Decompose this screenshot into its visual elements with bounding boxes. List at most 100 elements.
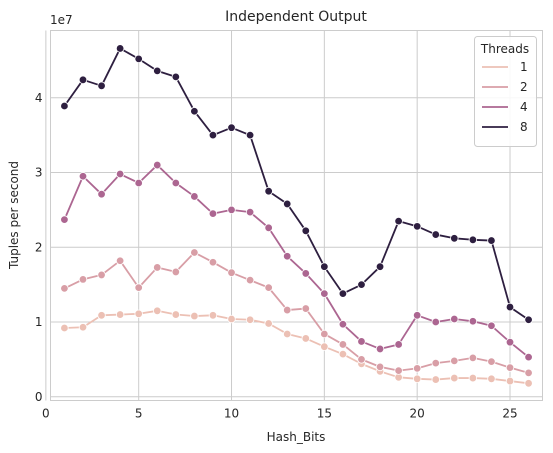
y-tick-label: 1 bbox=[35, 315, 43, 329]
data-point bbox=[283, 305, 292, 315]
data-point bbox=[412, 374, 422, 384]
legend-box bbox=[474, 36, 537, 147]
data-point bbox=[153, 66, 162, 76]
data-point bbox=[115, 169, 125, 179]
data-point bbox=[338, 320, 348, 329]
data-point bbox=[524, 315, 533, 324]
data-point bbox=[394, 366, 403, 375]
data-point bbox=[320, 342, 329, 351]
x-tick-label: 15 bbox=[317, 407, 332, 421]
data-point bbox=[115, 256, 125, 265]
series-1 bbox=[60, 306, 533, 388]
legend-item-4: 4 bbox=[482, 100, 528, 114]
legend-items: 1 2 4 8 bbox=[482, 60, 528, 134]
data-point bbox=[468, 317, 478, 326]
data-point bbox=[431, 317, 440, 327]
x-tick-label: 10 bbox=[224, 407, 239, 421]
data-point bbox=[227, 268, 236, 277]
data-point bbox=[97, 81, 106, 91]
data-point bbox=[505, 363, 515, 372]
data-point bbox=[301, 226, 310, 236]
series-line bbox=[63, 164, 530, 358]
data-point bbox=[134, 54, 143, 64]
data-point bbox=[227, 205, 236, 215]
legend-label: 2 bbox=[520, 80, 528, 94]
data-point bbox=[60, 323, 69, 333]
data-point bbox=[171, 178, 181, 188]
y-tick-label: 2 bbox=[35, 240, 43, 254]
data-point bbox=[153, 160, 162, 170]
data-point bbox=[60, 101, 69, 111]
data-point bbox=[115, 310, 125, 319]
y-tick-label: 3 bbox=[35, 166, 43, 180]
data-point bbox=[450, 314, 459, 324]
data-point bbox=[320, 289, 329, 298]
data-point bbox=[264, 283, 273, 292]
data-point bbox=[487, 236, 496, 245]
data-point bbox=[190, 192, 199, 201]
data-point bbox=[338, 340, 348, 349]
y-multiplier-label: 1e7 bbox=[50, 13, 73, 27]
data-point bbox=[208, 258, 218, 267]
data-point bbox=[97, 189, 106, 199]
y-tick-label: 0 bbox=[35, 390, 43, 404]
data-point bbox=[245, 315, 255, 324]
data-point bbox=[283, 329, 292, 339]
data-point bbox=[375, 262, 385, 271]
data-point bbox=[431, 230, 440, 239]
legend-item-8: 8 bbox=[482, 120, 528, 134]
data-point bbox=[134, 178, 143, 188]
data-point bbox=[357, 355, 366, 364]
data-point bbox=[115, 44, 125, 53]
data-point bbox=[190, 107, 199, 116]
legend-label: 4 bbox=[520, 100, 528, 114]
data-point bbox=[264, 223, 273, 233]
data-point bbox=[245, 130, 255, 140]
x-tick-label: 5 bbox=[135, 407, 143, 421]
series-4 bbox=[60, 160, 533, 362]
data-point bbox=[412, 311, 422, 320]
data-point bbox=[245, 207, 255, 217]
data-point bbox=[283, 252, 292, 261]
data-point bbox=[171, 310, 181, 319]
data-point bbox=[487, 321, 496, 330]
data-point bbox=[301, 269, 310, 278]
chart-title: Independent Output bbox=[225, 9, 367, 25]
data-point bbox=[78, 275, 88, 284]
data-point bbox=[264, 187, 273, 196]
data-point bbox=[338, 289, 348, 298]
data-point bbox=[357, 337, 366, 346]
legend-title: Threads bbox=[480, 42, 529, 56]
data-point bbox=[283, 199, 292, 209]
data-point bbox=[97, 311, 106, 320]
data-point bbox=[153, 306, 162, 316]
y-axis-label: Tuples per second bbox=[7, 161, 21, 270]
data-point bbox=[468, 373, 478, 383]
data-point bbox=[227, 123, 236, 132]
legend-item-1: 1 bbox=[482, 60, 528, 74]
series-8 bbox=[60, 44, 533, 324]
data-point bbox=[245, 275, 255, 285]
data-point bbox=[487, 357, 496, 366]
series-line bbox=[63, 47, 530, 321]
data-point bbox=[78, 172, 88, 181]
data-point bbox=[134, 283, 143, 292]
data-point bbox=[375, 362, 385, 372]
data-point bbox=[524, 368, 533, 378]
data-point bbox=[468, 353, 478, 363]
tick-labels: 0 5 10 15 20 25 0 1 2 3 4 bbox=[35, 91, 518, 421]
data-point bbox=[190, 248, 199, 257]
series-layer bbox=[60, 44, 533, 388]
data-point bbox=[505, 376, 515, 386]
data-point bbox=[394, 216, 403, 226]
data-point bbox=[208, 209, 218, 218]
data-point bbox=[320, 262, 329, 271]
data-point bbox=[375, 344, 385, 354]
data-point bbox=[431, 358, 440, 368]
data-point bbox=[412, 222, 422, 231]
data-point bbox=[450, 356, 459, 366]
data-point bbox=[487, 374, 496, 384]
legend-item-2: 2 bbox=[482, 80, 528, 94]
data-point bbox=[450, 373, 459, 383]
